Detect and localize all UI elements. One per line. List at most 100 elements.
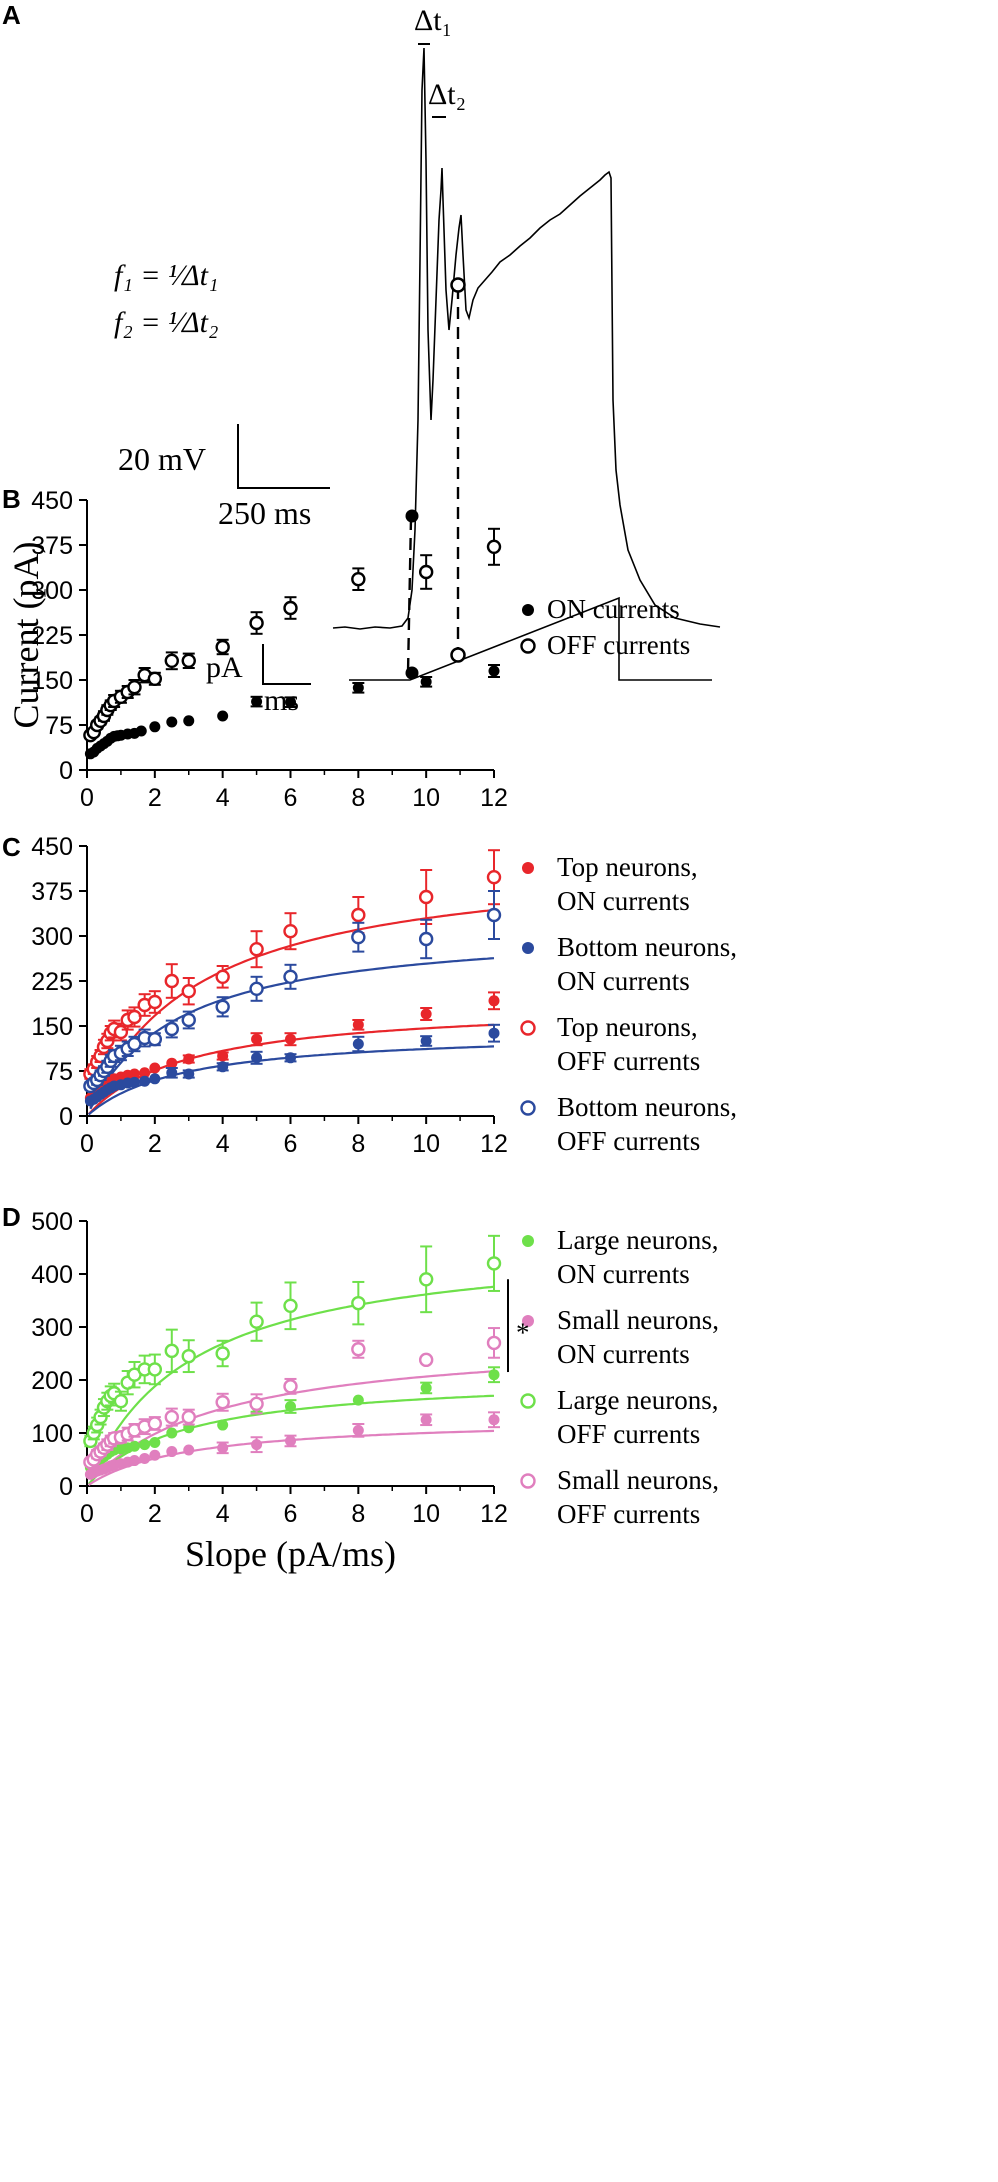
data-point-off-currents <box>149 673 161 685</box>
data-point-off-currents <box>251 617 263 629</box>
panel-d-letter: D <box>2 1202 21 1232</box>
data-point-off-currents <box>183 655 195 667</box>
legend-label-large-neurons-on-currents-line2: ON currents <box>557 1259 690 1289</box>
panel-c-x-tick-label: 4 <box>216 1130 230 1158</box>
panel-c-y-tick-label: 225 <box>31 968 73 996</box>
data-point-bottom-neurons-on-currents <box>139 1076 150 1087</box>
data-point-top-neurons-off-currents <box>128 1011 140 1023</box>
data-point-small-neurons-on-currents <box>166 1446 177 1457</box>
panel-d-x-axis-label: Slope (pA/ms) <box>185 1534 396 1574</box>
data-point-small-neurons-on-currents <box>489 1414 500 1425</box>
data-point-small-neurons-off-currents <box>183 1411 195 1423</box>
data-point-large-neurons-off-currents <box>352 1297 364 1309</box>
data-point-top-neurons-off-currents <box>115 1026 127 1038</box>
data-point-bottom-neurons-on-currents <box>217 1061 228 1072</box>
figure-canvas: A Δt₁ Δt₂ f₁ = ¹⁄Δt₁ f₂ = ¹⁄Δt₂ 20 mV 25… <box>0 0 998 2182</box>
legend-label-bottom-neurons-off-currents-line2: OFF currents <box>557 1126 700 1156</box>
data-point-top-neurons-off-currents <box>488 871 500 883</box>
panel-c-y-tick-label: 75 <box>45 1058 73 1086</box>
panel-d-x-tick-label: 4 <box>216 1500 230 1528</box>
data-point-bottom-neurons-on-currents <box>129 1077 140 1088</box>
data-point-top-neurons-on-currents <box>149 1063 160 1074</box>
formula-f1: f₁ = ¹⁄Δt₁ <box>114 259 218 292</box>
panel-a-letter: A <box>2 0 21 30</box>
legend-label-small-neurons-on-currents-line2: ON currents <box>557 1339 690 1369</box>
data-point-off-currents <box>420 566 432 578</box>
data-point-large-neurons-on-currents <box>421 1382 432 1393</box>
panel-d-x-tick-label: 12 <box>480 1500 508 1528</box>
data-point-top-neurons-off-currents <box>251 943 263 955</box>
panel-d-x-tick-label: 6 <box>284 1500 298 1528</box>
data-point-on-currents <box>421 676 432 687</box>
legend-label-large-neurons-off-currents-line2: OFF currents <box>557 1419 700 1449</box>
data-point-bottom-neurons-on-currents <box>489 1028 500 1039</box>
data-point-small-neurons-off-currents <box>285 1380 297 1392</box>
formula-f2: f₂ = ¹⁄Δt₂ <box>114 306 218 339</box>
legend-marker-large-neurons-off-currents <box>522 1395 535 1408</box>
data-point-top-neurons-off-currents <box>352 909 364 921</box>
panel-c-x-tick-label: 0 <box>80 1130 94 1158</box>
data-point-bottom-neurons-off-currents <box>488 909 500 921</box>
data-point-off-currents <box>352 573 364 585</box>
data-point-top-neurons-on-currents <box>183 1054 194 1065</box>
legend-label-bottom-neurons-off-currents-line1: Bottom neurons, <box>557 1092 737 1122</box>
scale-current-label-a: pA <box>206 651 243 684</box>
panel-d-y-tick-label: 500 <box>31 1208 73 1236</box>
panel-c-y-tick-label: 375 <box>31 878 73 906</box>
panel-c-y-tick-label: 0 <box>59 1103 73 1131</box>
panel-b-chart: B 0 75 150 225 300 375 450 0 2 4 6 8 10 12 Current (pA)… <box>2 484 690 812</box>
panel-d-chart: D01002003004005000 2 4 6 8 10 12Slope (pA/ms)L… <box>2 1202 719 1574</box>
panel-d-y-tick-label: 300 <box>31 1314 73 1342</box>
data-point-large-neurons-on-currents <box>166 1428 177 1439</box>
panel-b-x-tick-label: 10 <box>412 784 440 812</box>
data-point-top-neurons-on-currents <box>251 1034 262 1045</box>
panel-d-y-tick-label: 200 <box>31 1367 73 1395</box>
data-point-bottom-neurons-on-currents <box>166 1067 177 1078</box>
legend-marker-off-currents <box>522 640 535 653</box>
legend-label-large-neurons-off-currents-line1: Large neurons, <box>557 1385 718 1415</box>
data-point-top-neurons-off-currents <box>217 971 229 983</box>
off-current-marker <box>452 649 465 662</box>
data-point-small-neurons-off-currents <box>420 1354 432 1366</box>
delta-t2-label: Δt₂ <box>428 78 466 111</box>
data-point-bottom-neurons-on-currents <box>285 1052 296 1063</box>
data-point-on-currents <box>166 717 177 728</box>
scale-time-label: 250 ms <box>218 495 311 531</box>
legend-label-large-neurons-on-currents-line1: Large neurons, <box>557 1225 718 1255</box>
data-point-bottom-neurons-off-currents <box>149 1033 161 1045</box>
data-point-bottom-neurons-on-currents <box>353 1039 364 1050</box>
on-threshold-marker <box>406 510 419 523</box>
data-point-on-currents <box>489 666 500 677</box>
data-point-small-neurons-on-currents <box>149 1450 160 1461</box>
data-point-off-currents <box>166 655 178 667</box>
data-point-bottom-neurons-off-currents <box>217 1001 229 1013</box>
data-point-large-neurons-on-currents <box>353 1395 364 1406</box>
data-point-top-neurons-off-currents <box>166 975 178 987</box>
data-point-bottom-neurons-off-currents <box>420 933 432 945</box>
legend-label-top-neurons-off-currents-line1: Top neurons, <box>557 1012 698 1042</box>
panel-d-x-tick-label: 10 <box>412 1500 440 1528</box>
data-point-bottom-neurons-off-currents <box>285 971 297 983</box>
data-point-small-neurons-off-currents <box>251 1398 263 1410</box>
panel-c-letter: C <box>2 832 21 862</box>
data-point-top-neurons-off-currents <box>285 925 297 937</box>
data-point-small-neurons-on-currents <box>251 1439 262 1450</box>
data-point-small-neurons-on-currents <box>183 1444 194 1455</box>
legend-marker-small-neurons-off-currents <box>522 1475 535 1488</box>
scale-voltage-label: 20 mV <box>118 441 206 477</box>
panel-c-x-tick-label: 12 <box>480 1130 508 1158</box>
data-point-small-neurons-on-currents <box>285 1435 296 1446</box>
data-point-on-currents <box>183 715 194 726</box>
data-point-top-neurons-off-currents <box>149 996 161 1008</box>
panel-d-y-tick-label: 400 <box>31 1261 73 1289</box>
panel-b-y-tick-label: 75 <box>45 712 73 740</box>
data-point-top-neurons-on-currents <box>489 995 500 1006</box>
legend-label-on-currents: ON currents <box>547 594 680 624</box>
data-point-on-currents <box>149 721 160 732</box>
data-point-top-neurons-on-currents <box>285 1034 296 1045</box>
data-point-top-neurons-off-currents <box>183 985 195 997</box>
data-point-on-currents <box>136 726 147 737</box>
data-point-on-currents <box>217 711 228 722</box>
panel-b-x-tick-label: 12 <box>480 784 508 812</box>
data-point-small-neurons-off-currents <box>166 1411 178 1423</box>
